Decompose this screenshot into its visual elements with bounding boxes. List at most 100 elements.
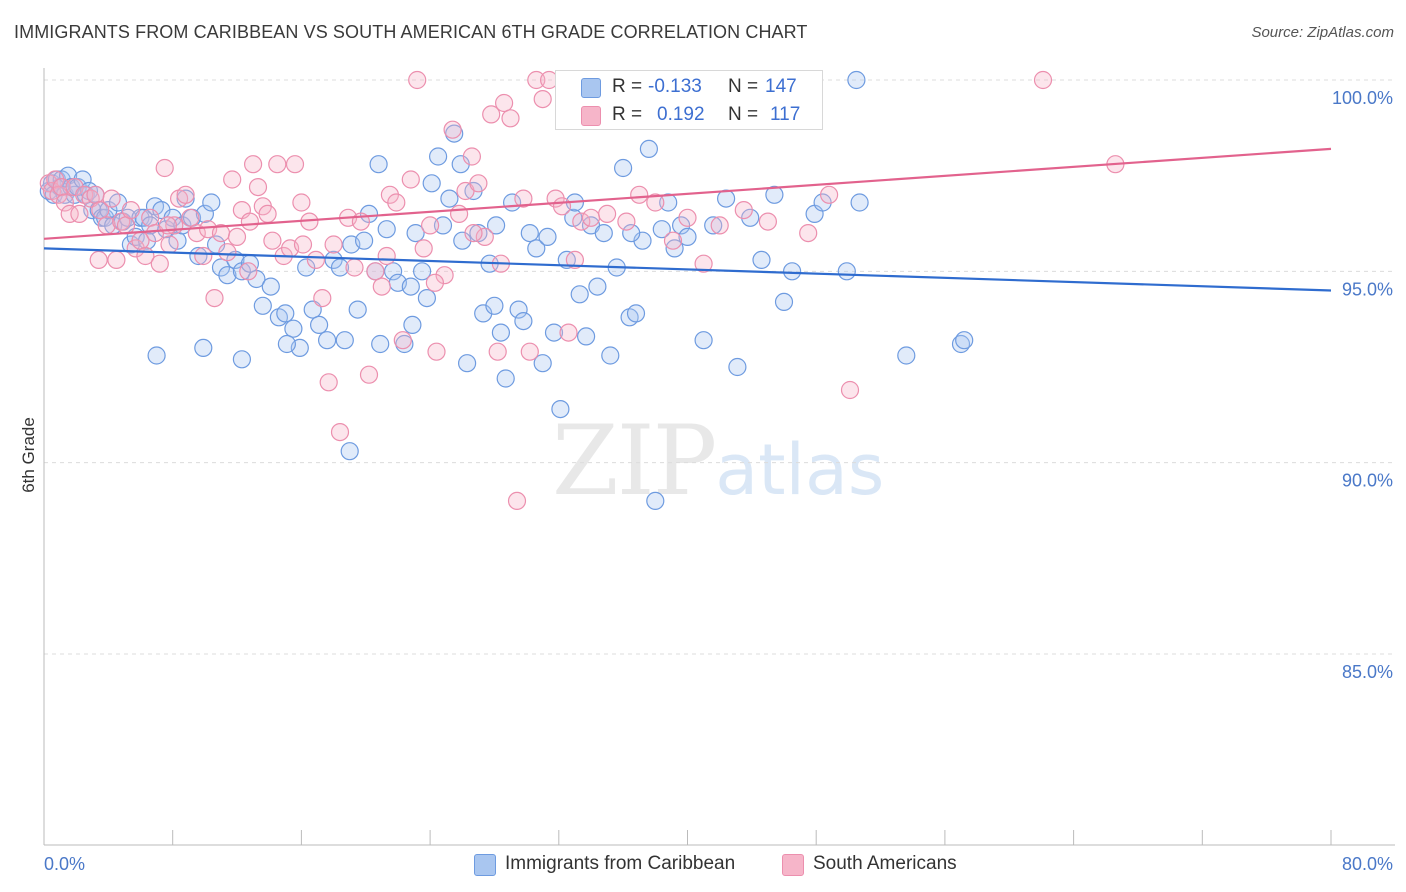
point-caribbean [284,319,303,338]
r-value: -0.133 [648,76,702,97]
point-caribbean [491,323,510,342]
point-caribbean [429,147,448,166]
point-south-american [799,224,818,243]
watermark-atlas: atlas [715,429,885,511]
point-caribbean [626,304,646,323]
point-south-american [285,155,305,174]
point-south-american [292,193,311,212]
stats-row-caribbean: R = -0.133 N = 147 [556,73,822,101]
point-south-american [840,380,860,400]
point-south-american [646,193,665,212]
trend-line-caribbean [43,247,1332,292]
point-south-american [268,155,287,174]
point-south-american [239,262,258,281]
y-tick-label: 100.0% [1332,88,1393,108]
point-south-american [678,208,697,227]
point-south-american [46,170,65,189]
point-south-american [572,212,591,231]
stats-box: R = -0.133 N = 147 R = 0.192 N = 117 [555,70,823,130]
n-label: N = [728,76,759,97]
point-south-american [387,193,406,212]
point-caribbean [232,350,251,369]
point-caribbean [837,262,856,281]
point-south-american [475,227,494,246]
point-caribbean [297,258,316,277]
point-caribbean [652,220,671,239]
point-south-american [710,216,729,235]
point-south-american [70,204,89,223]
point-south-american [427,342,446,361]
legend-swatch-south-americans [782,854,804,876]
point-south-american [758,212,778,231]
point-caribbean [704,216,723,235]
point-caribbean [752,250,771,269]
x-tick-label-min: 0.0% [44,854,85,874]
point-south-american [520,342,539,361]
point-caribbean [544,323,564,342]
point-south-american [121,201,140,220]
point-south-american [501,109,520,128]
point-south-american [319,373,338,392]
point-south-american [533,89,552,109]
point-south-american [176,185,195,204]
n-value: 117 [770,104,801,125]
point-caribbean [189,246,208,266]
point-caribbean [765,185,784,204]
point-south-american [372,277,391,296]
point-caribbean [659,193,678,212]
point-south-american [482,105,501,124]
point-caribbean [369,155,388,174]
point-south-american [86,185,105,204]
point-south-american [218,243,237,262]
y-axis-title: 6th Grade [19,417,38,493]
point-caribbean [413,262,432,281]
point-caribbean [850,193,869,212]
point-south-american [150,254,169,273]
point-caribbean [601,346,620,365]
point-caribbean [377,220,396,239]
point-south-american [102,189,121,208]
point-south-american [421,216,440,235]
point-caribbean [340,442,359,461]
point-caribbean [348,300,367,319]
stats-row-south-american: R = 0.192 N = 117 [556,101,822,129]
point-caribbean [440,189,459,208]
point-south-american [514,189,533,208]
point-south-american [464,224,483,243]
n-value: 147 [765,76,797,97]
point-south-american [507,491,527,510]
point-south-american [462,147,481,166]
point-caribbean [324,250,343,269]
point-south-american [425,273,444,292]
point-south-american [116,216,136,235]
point-caribbean [622,224,641,243]
y-tick-label: 85.0% [1342,662,1393,682]
point-caribbean [401,277,420,296]
n-label: N = [728,104,759,125]
point-caribbean [694,331,713,350]
point-south-american [223,170,242,189]
point-caribbean [639,139,659,158]
point-south-american [408,70,427,90]
point-caribbean [335,331,354,350]
point-caribbean [276,304,295,323]
point-caribbean [261,277,280,296]
point-caribbean [195,204,214,223]
point-south-american [694,254,713,273]
point-caribbean [728,357,747,377]
point-south-american [559,323,578,342]
point-caribbean [671,216,691,235]
point-south-american [581,208,601,227]
point-south-american [227,227,247,246]
point-south-american [359,365,379,384]
point-south-american [65,178,84,197]
point-south-american [552,197,572,216]
point-south-american [443,120,462,139]
point-caribbean [318,331,337,350]
point-caribbean [847,70,866,90]
point-caribbean [665,239,684,258]
point-caribbean [527,239,546,258]
point-south-american [160,235,179,254]
point-south-american [617,212,636,231]
point-south-american [141,208,160,227]
